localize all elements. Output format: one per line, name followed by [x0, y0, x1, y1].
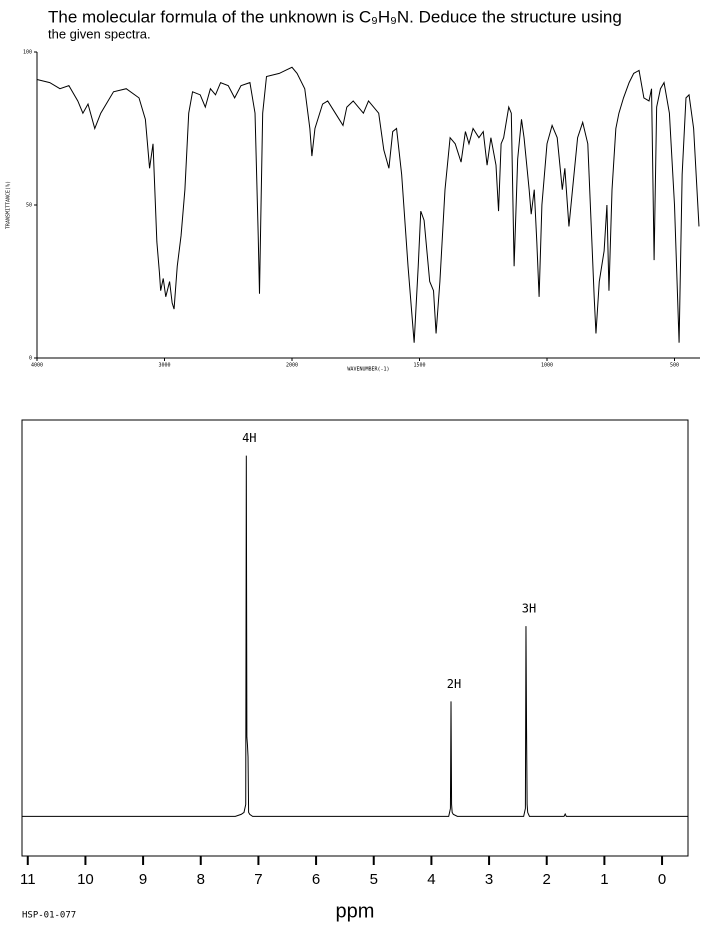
x-tick-label: 9 — [139, 871, 147, 888]
x-tick-label: 4000 — [31, 363, 43, 369]
x-tick-label: 10 — [77, 871, 94, 888]
x-tick-label: 500 — [670, 363, 679, 369]
x-tick-label: 1 — [600, 871, 608, 888]
x-tick-label: 3 — [485, 871, 493, 888]
x-tick-label: 0 — [658, 871, 666, 888]
y-tick-label: 100 — [23, 50, 32, 56]
x-axis-label: ppm — [336, 900, 375, 922]
y-tick-label: 50 — [26, 203, 32, 209]
plot-frame — [21, 419, 689, 857]
question-line-2: the given spectra. — [48, 26, 151, 41]
peak-label: 4H — [242, 431, 256, 445]
y-axis-label: TRANSMITTANCE(%) — [6, 181, 12, 229]
x-tick-label: 2 — [543, 871, 551, 888]
x-tick-label: 8 — [197, 871, 205, 888]
peak-label: 2H — [447, 677, 461, 691]
peak-label: 3H — [522, 602, 536, 616]
x-tick-label: 11 — [20, 871, 36, 888]
x-tick-label: 1000 — [541, 363, 553, 369]
spectrum-line — [22, 455, 688, 817]
spectrum-line — [36, 66, 700, 343]
question-line-1: The molecular formula of the unknown is … — [48, 7, 622, 26]
y-tick-label: 0 — [29, 356, 32, 362]
x-tick-label: 1500 — [413, 363, 425, 369]
x-tick-label: 5 — [370, 871, 378, 888]
x-tick-label: 3000 — [158, 363, 170, 369]
x-tick-label: 2000 — [286, 363, 298, 369]
x-axis-label: WAVENUMBER(-1) — [347, 367, 389, 373]
x-tick-label: 4 — [427, 871, 435, 888]
x-tick-label: 6 — [312, 871, 320, 888]
x-tick-label: 7 — [254, 871, 262, 888]
footer-code: HSP-01-077 — [22, 911, 76, 921]
